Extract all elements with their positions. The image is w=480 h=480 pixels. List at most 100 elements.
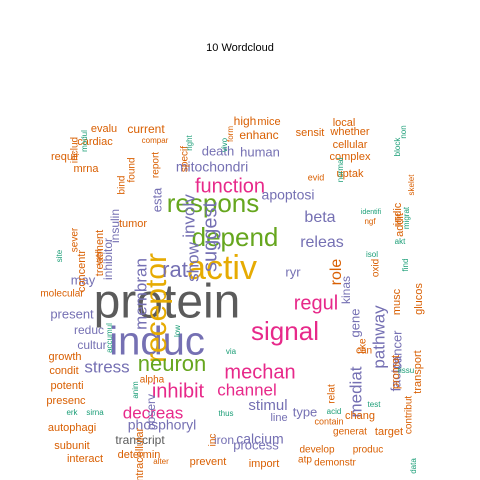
word-test: test (368, 400, 382, 409)
word-death: death (202, 143, 235, 158)
word-function: function (195, 175, 265, 197)
word-mechan: mechan (224, 361, 295, 383)
word-isol: isol (366, 250, 378, 259)
word-stimul: stimul (248, 397, 287, 414)
word-mrna: mrna (73, 163, 99, 175)
word-depend: depend (192, 222, 279, 252)
word-specif: specif (180, 146, 191, 172)
word-releas: releas (300, 234, 344, 251)
word-channel: channel (217, 380, 277, 399)
word-produc: produc (353, 445, 384, 456)
word-condit: condit (49, 365, 78, 377)
word-musc: musc (391, 288, 403, 315)
word-low: low (173, 325, 182, 337)
word-found: found (127, 157, 138, 182)
word-chang: chang (345, 410, 375, 422)
word-show: show (183, 241, 202, 281)
word-cellular: cellular (333, 139, 368, 151)
word-intracellular: intracellular (134, 428, 146, 480)
word-indic: indic (392, 202, 404, 225)
word-process: process (233, 437, 279, 452)
word-ryr: ryr (285, 264, 301, 279)
word-compar: compar (142, 136, 169, 145)
word-subunit: subunit (54, 440, 89, 452)
word-right: right (185, 134, 194, 150)
word-mediat: mediat (346, 366, 365, 417)
word-can: can (356, 346, 372, 357)
word-contribut: contribut (404, 396, 415, 435)
word-pathway: pathway (369, 305, 388, 369)
word-addit: addit (394, 213, 406, 237)
word-vivo: vivo (220, 137, 229, 152)
word-determin: determin (118, 449, 161, 461)
word-potenti: potenti (50, 380, 83, 392)
word-glucos: glucos (413, 283, 425, 315)
word-cancer: cancer (389, 330, 404, 370)
word-rat: rat (162, 257, 188, 282)
word-cardiac: cardiac (77, 136, 113, 148)
word-calcium: calcium (236, 431, 283, 447)
word-generat: generat (333, 427, 367, 438)
word-bind: bind (117, 176, 128, 195)
word-tumor: tumor (119, 218, 147, 230)
word-via: via (226, 347, 237, 356)
word-kinas: kinas (339, 276, 353, 304)
word-erk: erk (66, 408, 78, 417)
word-present: present (50, 306, 94, 321)
word-transcript: transcript (115, 433, 165, 447)
word-membran: membran (131, 258, 150, 330)
word-whether: whether (329, 126, 369, 138)
word-prevent: prevent (190, 456, 227, 468)
word-beta: beta (304, 209, 335, 226)
word-alpha: alpha (140, 375, 165, 386)
word-current: current (127, 122, 165, 136)
word-enhanc: enhanc (239, 128, 278, 142)
word-transport: transport (412, 350, 424, 393)
word-data: data (409, 458, 418, 474)
word-develop: develop (299, 445, 334, 456)
word-may: may (71, 272, 96, 287)
word-normal: normal (336, 158, 345, 183)
word-molecular: molecular (40, 289, 84, 300)
word-site: site (55, 249, 64, 262)
word-promot: promot (390, 355, 402, 389)
word-includ: includ (70, 137, 81, 163)
word-factor: factor (388, 356, 404, 391)
word-concentr: concentr (76, 250, 88, 293)
word-inhibit: inhibit (152, 380, 205, 402)
word-modul: modul (80, 130, 89, 152)
word-type: type (293, 404, 318, 419)
word-regul: regul (294, 292, 338, 314)
word-well: well (93, 249, 103, 266)
word-neuron: neuron (138, 351, 207, 376)
word-tissu: tissu (398, 366, 414, 375)
word-signal: signal (251, 316, 319, 346)
word-oxid: oxid (371, 259, 382, 277)
word-iron: iron (214, 433, 234, 447)
word-decreas: decreas (123, 403, 183, 422)
word-migrat: migrat (402, 206, 411, 229)
word-sever: sever (70, 227, 81, 252)
word-demonstr: demonstr (314, 458, 356, 469)
word-like: like (358, 338, 369, 353)
word-skelet: skelet (407, 174, 416, 196)
word-phosphoryl: phosphoryl (128, 417, 197, 433)
word-stress: stress (84, 357, 129, 376)
word-growth: growth (48, 351, 81, 363)
word-high: high (234, 114, 257, 128)
word-uptak: uptak (337, 168, 364, 180)
word-block: block (393, 137, 402, 157)
word-treatment: treatment (94, 230, 106, 276)
word-receptor: receptor (140, 253, 173, 363)
word-import: import (249, 458, 280, 470)
word-evid: evid (308, 172, 325, 182)
word-presenc: presenc (46, 395, 86, 407)
word-sensit: sensit (296, 127, 325, 139)
word-atp: atp (298, 455, 312, 466)
word-acid: acid (327, 407, 342, 416)
word-evalu: evalu (91, 123, 117, 135)
word-thus: thus (218, 409, 233, 418)
chart-title: 10 Wordcloud (206, 42, 274, 54)
